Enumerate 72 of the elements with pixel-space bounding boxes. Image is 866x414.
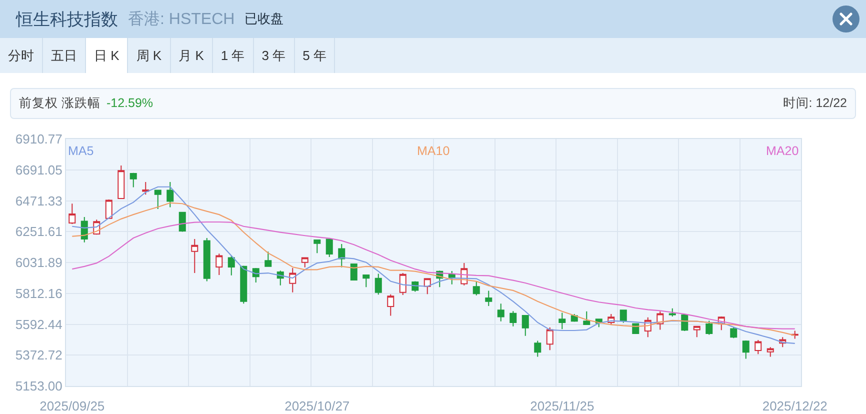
- candlestick: [754, 340, 762, 355]
- candlestick: [497, 303, 504, 322]
- candlestick: [730, 326, 738, 339]
- header-bar: 恒生科技指数 香港: HSTECH 已收盘: [0, 0, 866, 38]
- candlestick: [191, 238, 198, 274]
- y-tick-label: 5592.44: [15, 316, 62, 332]
- candlestick: [424, 278, 431, 295]
- candlestick: [350, 263, 358, 281]
- y-tick-label: 5372.72: [15, 348, 62, 363]
- line-series: [72, 202, 796, 336]
- candlestick: [105, 199, 112, 219]
- x-tick-label: 2025/11/25: [530, 398, 594, 414]
- candlestick: [166, 181, 174, 208]
- candlestick: [558, 312, 566, 330]
- candlestick: [362, 274, 370, 288]
- candlestick: [766, 346, 774, 358]
- tab: 3 年: [254, 38, 295, 73]
- candlestick: [118, 165, 125, 200]
- line-series: [72, 221, 796, 330]
- candlestick: [510, 310, 517, 327]
- y-tick-label: 6691.05: [15, 162, 62, 178]
- candlestick: [240, 265, 248, 304]
- x-tick-label: 2025/12/22: [762, 398, 828, 414]
- candlestick: [472, 280, 480, 296]
- text: MA20: [766, 144, 799, 158]
- candlestick: [485, 290, 492, 307]
- candlestick: [546, 326, 554, 351]
- candlestick: [154, 189, 162, 210]
- line-series: [72, 186, 796, 344]
- chart-subtitle: 香港: HSTECH: [128, 10, 235, 30]
- candlestick: [178, 212, 186, 232]
- y-tick-label: 6251.61: [15, 224, 62, 240]
- y-tick-label: 6910.77: [15, 132, 62, 147]
- candlestick: [706, 320, 713, 336]
- candlestick: [534, 340, 542, 358]
- candlestick: [742, 340, 750, 360]
- y-tick-label: 6031.89: [15, 255, 62, 270]
- info-panel: 前复权 涨跌幅 -12.59% 时间: 12/22: [10, 88, 856, 119]
- candlestick: [399, 272, 406, 296]
- y-tick-label: 5812.16: [15, 286, 62, 301]
- candlestick: [203, 238, 210, 282]
- tab: 日 K: [86, 38, 128, 73]
- text: MA10: [417, 144, 450, 158]
- tab: 1 年: [212, 38, 254, 73]
- candlestick: [216, 253, 223, 276]
- candlestick: [264, 251, 272, 268]
- candlestick: [693, 326, 700, 338]
- candlestick: [68, 203, 76, 224]
- candlestick: [522, 314, 529, 336]
- y-tick-label: 5153.00: [15, 378, 62, 394]
- candlestick: [338, 243, 346, 268]
- candlestick: [301, 256, 308, 268]
- tab: 周 K: [128, 38, 171, 73]
- candlestick: [583, 310, 590, 326]
- candlestick: [387, 294, 394, 316]
- candlestick: [142, 181, 150, 196]
- candlestick: [289, 267, 296, 293]
- x-tick-label: 2025/10/27: [284, 398, 350, 414]
- tab: 月 K: [170, 38, 213, 73]
- candlestick: [374, 273, 382, 296]
- candlestick: [228, 254, 235, 276]
- chart-title: 恒生科技指数: [16, 8, 118, 30]
- text: MA5: [68, 144, 94, 158]
- x-tick-label: 2025/09/25: [40, 398, 105, 414]
- candlestick: [681, 314, 688, 332]
- tab: 分时: [0, 38, 43, 73]
- candlestick: [620, 309, 627, 324]
- candlestick: [326, 238, 333, 258]
- tab: 5 年: [294, 38, 336, 73]
- candlestick: [130, 172, 137, 188]
- candlestick: [314, 239, 321, 254]
- y-tick-label: 6471.33: [15, 193, 62, 208]
